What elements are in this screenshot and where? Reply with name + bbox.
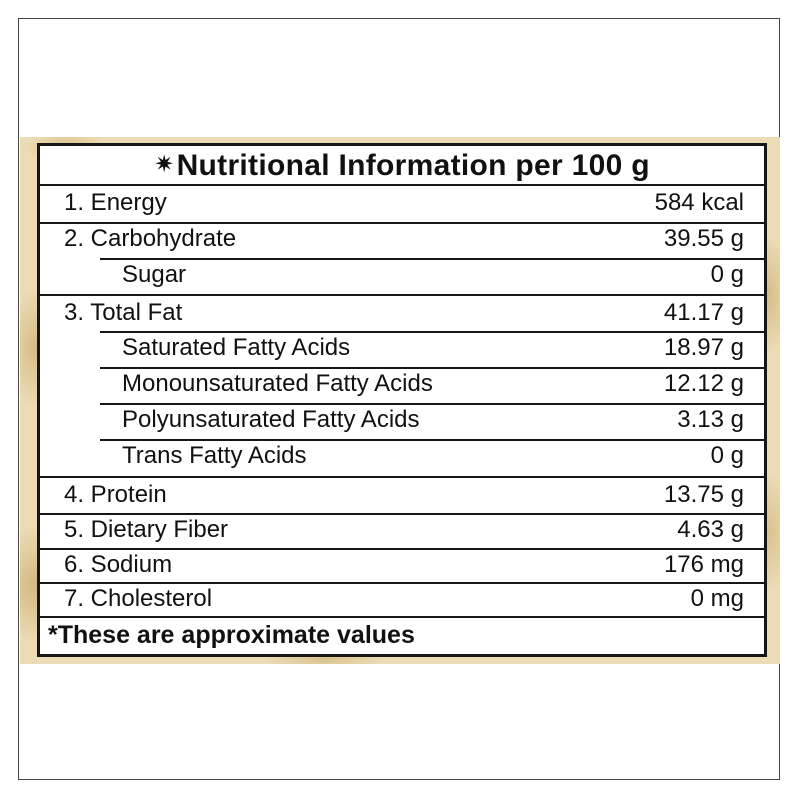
- nutrient-value: 39.55 g: [663, 225, 744, 252]
- nutrient-label: 6. Sodium: [64, 551, 173, 578]
- nutrient-row-dietary-fiber: 5. Dietary Fiber 4.63 g: [40, 513, 764, 549]
- nutrient-value: 0 mg: [690, 585, 744, 612]
- nutrient-row-cholesterol: 7. Cholesterol 0 mg: [40, 582, 764, 618]
- nutrient-value: 3.13 g: [677, 406, 744, 433]
- nutrient-label: Saturated Fatty Acids: [122, 334, 351, 361]
- nutrient-row-saturated-fat: Saturated Fatty Acids 18.97 g: [40, 331, 764, 367]
- nutrient-value: 12.12 g: [663, 370, 744, 397]
- nutrient-label: Trans Fatty Acids: [122, 442, 307, 469]
- nutrient-label: 3. Total Fat: [64, 299, 183, 326]
- row-divider: [40, 222, 764, 224]
- nutrient-value: 0 g: [710, 261, 744, 288]
- nutrient-row-carbohydrate: 2. Carbohydrate 39.55 g: [40, 222, 764, 258]
- row-divider: [40, 616, 764, 618]
- nutrient-row-polyunsaturated-fat: Polyunsaturated Fatty Acids 3.13 g: [40, 403, 764, 439]
- row-divider: [40, 582, 764, 584]
- nutrient-label: 2. Carbohydrate: [64, 225, 237, 252]
- row-divider: [40, 513, 764, 515]
- row-divider: [100, 367, 764, 369]
- nutrient-row-total-fat: 3. Total Fat 41.17 g: [40, 296, 764, 332]
- nutrient-value: 4.63 g: [677, 516, 744, 543]
- nutrient-value: 41.17 g: [663, 299, 744, 326]
- nutrient-value: 176 mg: [663, 551, 744, 578]
- nutrient-row-energy: 1. Energy 584 kcal: [40, 186, 764, 222]
- nutrient-label: 5. Dietary Fiber: [64, 516, 229, 543]
- row-divider: [100, 403, 764, 405]
- nutrition-table: ✷Nutritional Information per 100 g 1. En…: [37, 143, 767, 657]
- nutrient-label: 4. Protein: [64, 481, 167, 508]
- nutrient-value: 13.75 g: [663, 481, 744, 508]
- nutrient-value: 584 kcal: [654, 189, 744, 216]
- nutrient-label: Polyunsaturated Fatty Acids: [122, 406, 420, 433]
- row-divider: [40, 294, 764, 296]
- nutrient-label: Sugar: [122, 261, 187, 288]
- nutrient-value: 0 g: [710, 442, 744, 469]
- nutrient-label: 1. Energy: [64, 189, 167, 216]
- nutrient-row-sugar: Sugar 0 g: [40, 258, 764, 294]
- nutrient-row-sodium: 6. Sodium 176 mg: [40, 548, 764, 584]
- table-title-text: Nutritional Information per 100 g: [176, 149, 650, 182]
- nutrient-label: 7. Cholesterol: [64, 585, 213, 612]
- row-divider: [100, 258, 764, 260]
- nutrient-row-trans-fat: Trans Fatty Acids 0 g: [40, 439, 764, 475]
- row-divider: [40, 548, 764, 550]
- asterisk-icon: ✷: [154, 151, 175, 178]
- nutrient-row-monounsaturated-fat: Monounsaturated Fatty Acids 12.12 g: [40, 367, 764, 403]
- nutrient-row-protein: 4. Protein 13.75 g: [40, 478, 764, 514]
- row-divider: [100, 331, 764, 333]
- nutrient-value: 18.97 g: [663, 334, 744, 361]
- table-title: ✷Nutritional Information per 100 g: [40, 146, 764, 186]
- row-divider: [100, 439, 764, 441]
- footnote: *These are approximate values: [48, 621, 415, 649]
- nutrient-label: Monounsaturated Fatty Acids: [122, 370, 433, 397]
- row-divider: [40, 476, 764, 478]
